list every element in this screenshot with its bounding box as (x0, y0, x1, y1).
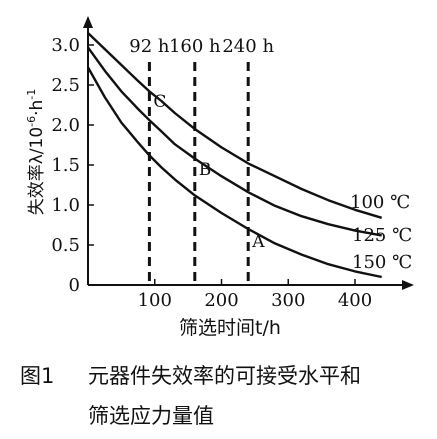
x-axis-label: 筛选时间t/h (179, 317, 281, 339)
y-tick-label: 2.0 (51, 115, 80, 136)
y-tick-label: 0 (69, 275, 80, 296)
point-labels: C B A (153, 92, 265, 252)
x-tick-label: 300 (271, 290, 305, 311)
caption-number: 图1 (20, 364, 54, 388)
point-label: B (199, 160, 212, 180)
reference-line-label: 160 h (169, 36, 221, 57)
series-line (87, 32, 383, 219)
point-label: A (251, 232, 265, 252)
y-axis-arrow (83, 16, 93, 28)
series-label: 125 ℃ (352, 225, 412, 246)
series-line (87, 46, 382, 237)
caption-line-1: 元器件失效率的可接受水平和 (88, 364, 361, 388)
x-tick-label: 400 (338, 290, 372, 311)
x-axis-arrow (402, 280, 414, 290)
x-tick-label: 200 (204, 290, 238, 311)
y-tick-label: 2.5 (51, 75, 80, 96)
x-tick-label: 100 (138, 290, 172, 311)
series-curves: 100 ℃ 125 ℃ 150 ℃ (86, 32, 412, 279)
point-label: C (153, 92, 166, 112)
reference-line-label: 240 h (222, 36, 274, 57)
axes: 0 0.5 1.0 1.5 2.0 2.5 3.0 100 200 300 400 (51, 16, 414, 311)
reference-line-label: 92 h (129, 36, 170, 57)
series-label: 100 ℃ (350, 192, 410, 213)
y-tick-label: 0.5 (51, 235, 80, 256)
y-axis-label-unit: ·h (27, 100, 47, 116)
series-line (86, 66, 382, 279)
y-axis-label: 失效率λ/10-6·h-1 (25, 89, 47, 216)
y-axis-label-exp: -6 (25, 116, 38, 127)
y-axis-label-unit-exp: -1 (25, 89, 38, 100)
figure-caption: 图1 元器件失效率的可接受水平和 筛选应力量值 (20, 364, 361, 428)
y-tick-label: 1.0 (51, 195, 80, 216)
y-tick-label: 1.5 (51, 155, 80, 176)
reference-lines: 92 h 160 h 240 h (129, 36, 274, 285)
y-axis-label-main: 失效率λ/10 (27, 127, 47, 215)
axis-labels: 筛选时间t/h 失效率λ/10-6·h-1 (25, 89, 281, 339)
y-tick-label: 3.0 (51, 35, 80, 56)
series-label: 150 ℃ (352, 252, 412, 273)
caption-line-2: 筛选应力量值 (88, 404, 214, 428)
